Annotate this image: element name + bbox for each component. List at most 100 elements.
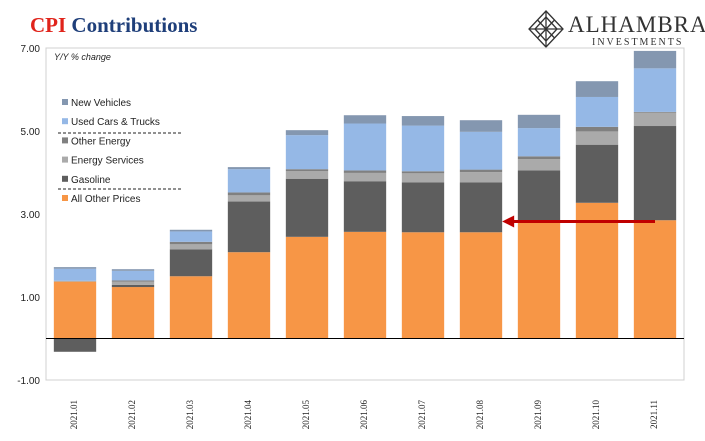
bar-segment	[401, 125, 445, 172]
legend-swatch	[62, 118, 68, 125]
y-axis-label: Y/Y % change	[54, 52, 111, 62]
chart-title-cpi: CPI	[30, 13, 67, 37]
bar-segment	[169, 229, 213, 232]
bar-segment	[401, 173, 445, 183]
bar-segment	[227, 201, 271, 253]
bar-segment	[227, 192, 271, 196]
bar-segment	[111, 281, 155, 285]
bar-segment	[111, 287, 155, 339]
bar-segment	[343, 170, 387, 173]
plot-area-border	[45, 47, 685, 381]
y-tick-label: 5.00	[21, 127, 41, 138]
x-tick-label: 2021.07	[417, 400, 427, 430]
bar-segment	[53, 267, 97, 269]
bar-segment	[169, 249, 213, 277]
legend-label: Energy Services	[71, 156, 144, 167]
bar-segment	[111, 270, 155, 281]
bar-segment	[227, 252, 271, 339]
bar-segment	[53, 281, 97, 339]
bar-segment	[227, 195, 271, 202]
x-tick-label: 2021.06	[359, 400, 369, 430]
bar-segment	[343, 123, 387, 171]
logo-brand-name: ALHAMBRA	[568, 12, 705, 37]
bar-segment	[575, 81, 619, 97]
legend-swatch	[62, 195, 68, 201]
y-tick-label: -1.00	[17, 376, 40, 387]
bar-segment	[169, 244, 213, 250]
bar-segment	[575, 131, 619, 145]
legend-swatch	[62, 137, 68, 144]
bar-segment	[633, 111, 677, 113]
x-tick-label: 2021.04	[243, 400, 253, 430]
alhambra-logo: ALHAMBRA INVESTMENTS	[528, 10, 705, 50]
bar-segment	[111, 280, 155, 282]
bar-segment	[401, 232, 445, 339]
legend-swatch	[62, 156, 68, 163]
bar-segment	[53, 268, 97, 281]
bar-segment	[459, 172, 503, 183]
bar-segment	[575, 96, 619, 127]
bar-segment	[53, 280, 97, 282]
bar-segment	[517, 156, 561, 160]
x-tick-label: 2021.09	[533, 400, 543, 430]
bar-segment	[633, 126, 677, 221]
bar-segment	[285, 135, 329, 170]
bar-segment	[459, 182, 503, 233]
legend-label: Used Cars & Trucks	[71, 117, 160, 128]
x-tick-label: 2021.11	[649, 400, 659, 429]
legend-label: All Other Prices	[71, 194, 140, 205]
bar-segment	[285, 130, 329, 136]
diamond-lattice-icon	[528, 10, 564, 48]
bar-segment	[227, 167, 271, 170]
x-tick-label: 2021.01	[69, 400, 79, 429]
bar-segment	[343, 115, 387, 124]
bar-segment	[575, 126, 619, 132]
legend-swatch	[62, 175, 68, 182]
x-tick-label: 2021.10	[591, 400, 601, 430]
bar-segment	[517, 159, 561, 171]
bar-segment	[633, 50, 677, 69]
bar-segment	[343, 181, 387, 232]
bar-segment	[575, 144, 619, 203]
y-tick-label: 7.00	[21, 44, 41, 55]
bar-segment	[459, 120, 503, 132]
bar-segment	[111, 269, 155, 271]
bar-segment	[633, 220, 677, 339]
bar-segment	[517, 170, 561, 223]
bar-segment	[169, 276, 213, 339]
bar-segment	[575, 202, 619, 339]
x-tick-label: 2021.05	[301, 400, 311, 430]
bar-segment	[285, 236, 329, 339]
bar-segment	[517, 114, 561, 129]
x-tick-label: 2021.02	[127, 400, 137, 429]
bar-segment	[517, 128, 561, 157]
bar-segment	[343, 231, 387, 339]
legend-label: New Vehicles	[71, 98, 131, 109]
bar-segment	[401, 116, 445, 126]
bar-segment	[285, 171, 329, 179]
bar-segment	[169, 241, 213, 245]
logo-subtitle: INVESTMENTS	[592, 37, 684, 48]
bar-segment	[633, 68, 677, 112]
bar-segment	[53, 338, 97, 352]
legend-label: Gasoline	[71, 175, 111, 186]
annotation-arrow-head	[502, 215, 515, 228]
bar-segment	[459, 169, 503, 173]
bar-segment	[169, 231, 213, 242]
bar-segment	[285, 178, 329, 237]
y-tick-label: 1.00	[21, 293, 41, 304]
bar-segment	[285, 169, 329, 172]
bar-segment	[401, 182, 445, 233]
chart-title: CPI Contributions	[30, 13, 197, 38]
bar-segment	[401, 171, 445, 174]
bar-segment	[459, 232, 503, 339]
bar-segment	[459, 131, 503, 170]
x-tick-label: 2021.03	[185, 400, 195, 430]
legend-swatch	[62, 99, 68, 105]
bar-segment	[633, 112, 677, 127]
bar-segment	[517, 222, 561, 339]
legend-label: Other Energy	[71, 136, 130, 147]
x-tick-label: 2021.08	[475, 400, 485, 430]
chart-title-contributions: Contributions	[71, 13, 198, 37]
